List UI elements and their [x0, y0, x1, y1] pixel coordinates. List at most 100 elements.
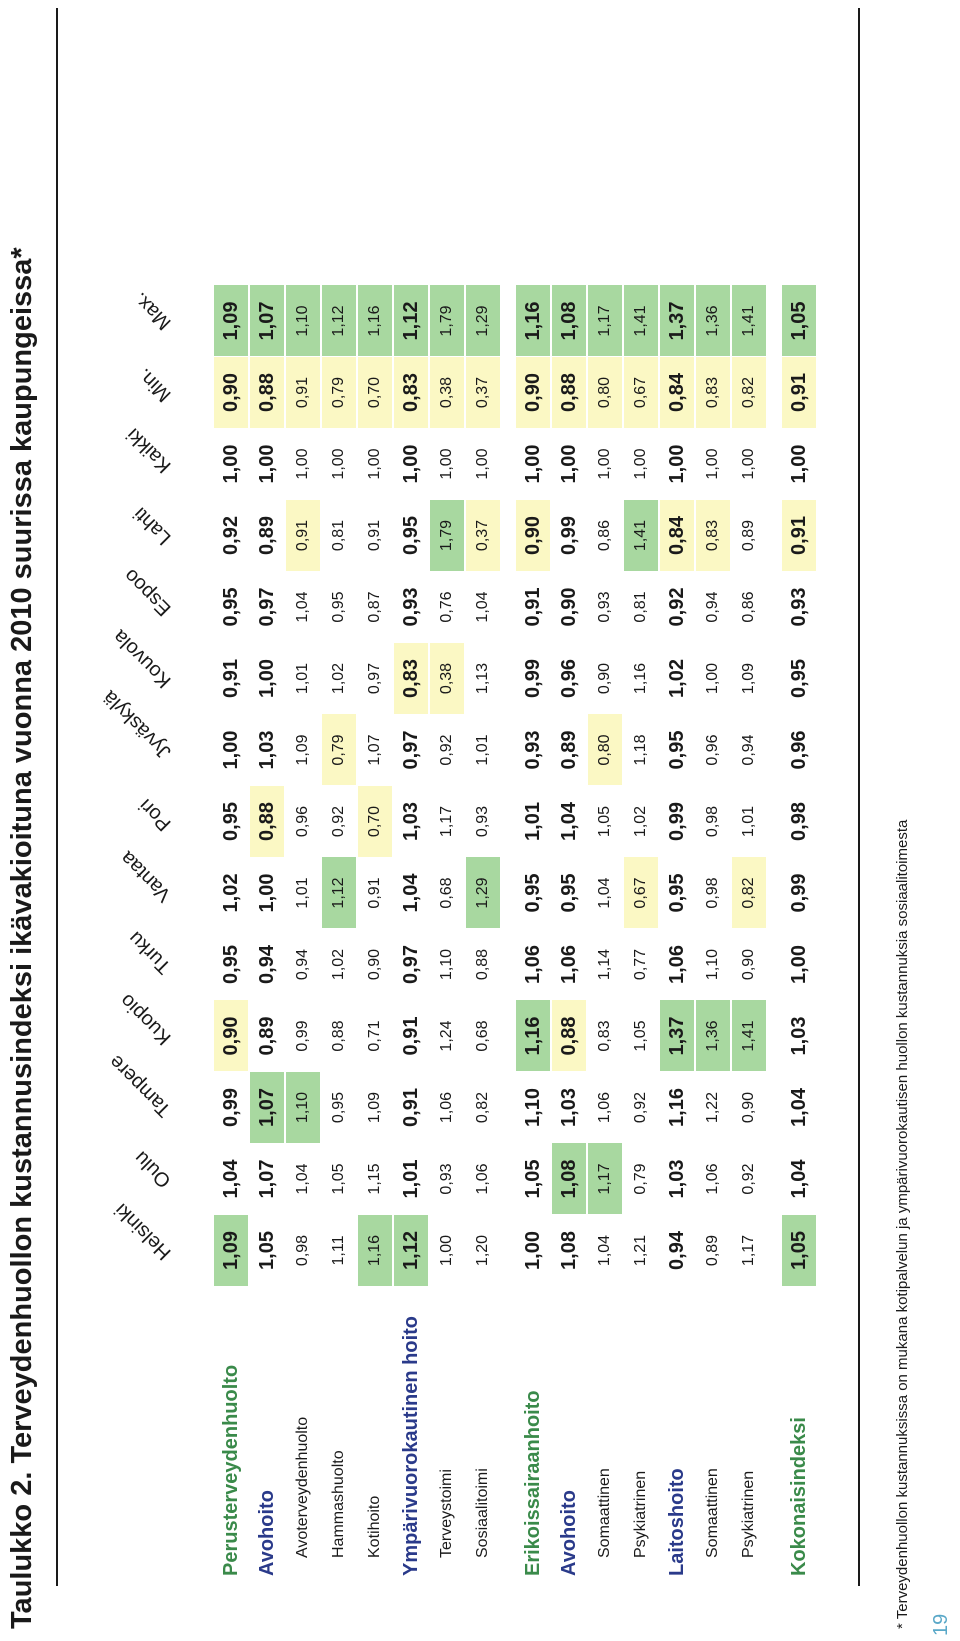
table-cell: 0,94	[294, 948, 311, 981]
table-cell: 0,92	[632, 1091, 649, 1124]
table-cell: 1,41	[624, 285, 658, 357]
table-cell: 1,17	[438, 805, 455, 838]
table-cell: 1,06	[596, 1091, 613, 1124]
table-cell: 0,97	[400, 730, 422, 770]
table-cell: 0,88	[552, 1000, 586, 1072]
column-header: Pori	[134, 794, 176, 835]
table-cell: 0,95	[666, 730, 688, 770]
table-cell: 1,06	[704, 1163, 721, 1195]
table-cell: 0,92	[666, 587, 688, 627]
column-header: Turku	[124, 926, 176, 978]
table-cell: 1,29	[466, 285, 500, 357]
table-cell: 1,00	[330, 448, 347, 480]
table-cell: 0,99	[666, 802, 688, 841]
table-cell: 0,88	[552, 357, 586, 428]
table-cell: 0,88	[474, 948, 491, 981]
table-cell: 0,95	[666, 873, 688, 913]
table-cell: 0,38	[430, 357, 464, 428]
table-cell: 0,83	[394, 643, 428, 714]
table-cell: 1,00	[294, 448, 311, 480]
table-cell: 1,01	[294, 877, 311, 909]
row-label: Kotihoito	[366, 1495, 383, 1558]
column-header: Kuopio	[115, 989, 176, 1050]
table-cell: 0,94	[704, 591, 721, 623]
table-cell: 0,91	[782, 357, 816, 428]
table-cell: 1,18	[632, 734, 649, 766]
table-cell: 0,37	[466, 500, 500, 571]
table-cell: 0,79	[632, 1163, 649, 1195]
table-cell: 1,05	[522, 1159, 544, 1199]
table-cell: 0,91	[366, 877, 383, 909]
table-cell: 0,83	[394, 357, 428, 428]
table-cell: 0,95	[220, 945, 242, 984]
row-label: Perusterveydenhuolto	[220, 1364, 242, 1576]
table-cell: 0,90	[516, 500, 550, 571]
table-cell: 0,76	[438, 591, 455, 623]
table-cell: 0,81	[632, 591, 649, 623]
table-cell: 1,22	[704, 1091, 721, 1124]
table-cell: 0,88	[330, 1020, 347, 1052]
table-cell: 1,00	[474, 448, 491, 480]
table-cell: 0,38	[430, 643, 464, 714]
table-cell: 0,97	[400, 945, 422, 984]
table-cell: 0,90	[214, 1000, 248, 1072]
table-cell: 0,88	[250, 357, 284, 428]
table-cell: 0,90	[596, 662, 613, 695]
table-cell: 1,03	[666, 1159, 688, 1199]
table-cell: 0,88	[250, 786, 284, 857]
table-cell: 0,95	[220, 802, 242, 841]
table-cell: 1,10	[286, 285, 320, 357]
table-cell: 0,91	[522, 587, 544, 627]
table-cell: 1,09	[214, 1215, 248, 1286]
table-cell: 1,09	[740, 662, 757, 695]
table-cell: 1,37	[660, 1000, 694, 1072]
table-cell: 0,77	[632, 948, 649, 981]
table-cell: 1,12	[322, 285, 356, 357]
row-label: Laitoshoito	[666, 1468, 688, 1576]
table-cell: 0,81	[330, 519, 347, 552]
table-cell: 0,80	[588, 714, 622, 786]
table-cell: 0,99	[558, 516, 580, 555]
table-cell: 0,83	[696, 500, 730, 571]
row-label: Avohoito	[558, 1490, 580, 1576]
table-cell: 1,16	[358, 1215, 392, 1286]
table-cell: 1,01	[294, 662, 311, 695]
table-cell: 0,93	[400, 587, 422, 627]
table-cell: 1,00	[558, 444, 580, 484]
table-cell: 1,00	[788, 945, 810, 984]
table-cell: 0,79	[322, 714, 356, 786]
table-cell: 0,93	[522, 730, 544, 770]
table-cell: 0,93	[596, 591, 613, 623]
table-cell: 0,91	[286, 500, 320, 571]
row-label: Erikoissairaanhoito	[522, 1390, 544, 1576]
table-cell: 1,16	[666, 1088, 688, 1127]
table-cell: 0,90	[214, 357, 248, 428]
table-cell: 0,96	[704, 734, 721, 766]
table-cell: 0,90	[516, 357, 550, 428]
table-cell: 0,84	[660, 357, 694, 428]
table-cell: 1,36	[696, 1000, 730, 1072]
table-cell: 0,97	[256, 587, 278, 627]
table-cell: 1,06	[558, 945, 580, 984]
table-cell: 1,00	[522, 1231, 544, 1270]
table-cell: 1,05	[596, 805, 613, 838]
table-cell: 1,04	[400, 873, 422, 913]
table-cell: 0,94	[740, 734, 757, 766]
table-cell: 0,90	[558, 587, 580, 627]
row-label: Somaattinen	[704, 1468, 721, 1558]
table-cell: 1,04	[220, 1159, 242, 1199]
table-cell: 0,70	[358, 786, 392, 857]
table-cell: 1,06	[438, 1091, 455, 1124]
table-cell: 0,67	[624, 357, 658, 428]
table-cell: 1,06	[474, 1163, 491, 1195]
table-cell: 0,95	[522, 873, 544, 913]
table-cell: 1,12	[394, 1215, 428, 1286]
table-cell: 0,92	[330, 805, 347, 838]
table-cell: 0,98	[294, 1234, 311, 1267]
table-cell: 0,84	[660, 500, 694, 571]
table-cell: 1,05	[782, 1215, 816, 1286]
table-cell: 1,00	[220, 730, 242, 770]
table-cell: 0,91	[286, 357, 320, 428]
table-cell: 0,92	[740, 1163, 757, 1195]
column-header: Jyväskylä	[98, 686, 176, 764]
